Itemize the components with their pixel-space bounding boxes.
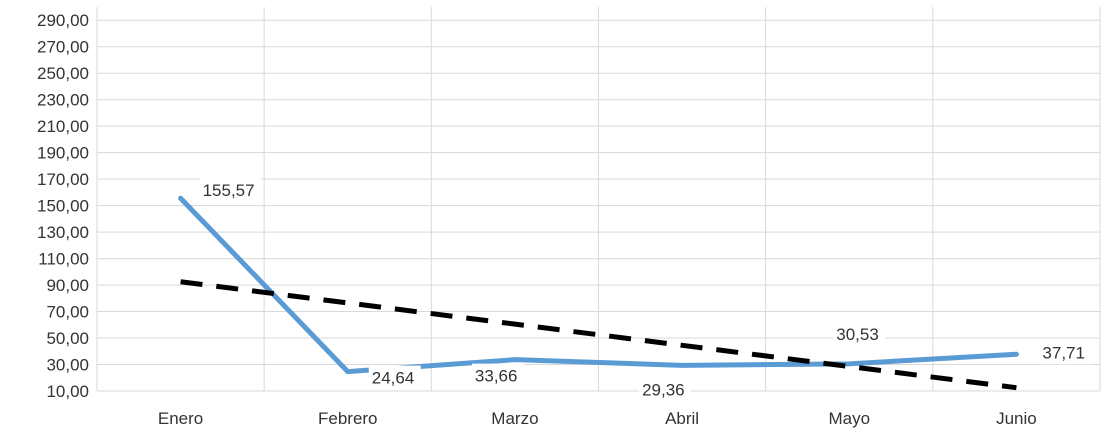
data-label: 24,64 xyxy=(372,369,415,388)
y-tick-label: 230,00 xyxy=(37,91,89,110)
y-tick-label: 110,00 xyxy=(38,250,89,269)
data-label-background xyxy=(471,363,524,388)
x-category-label: Enero xyxy=(158,409,203,428)
data-label: 30,53 xyxy=(836,325,879,344)
y-tick-label: 190,00 xyxy=(37,144,89,163)
y-tick-label: 250,00 xyxy=(37,64,89,83)
x-category-label: Marzo xyxy=(491,409,538,428)
data-label-background xyxy=(833,321,886,346)
x-category-label: Junio xyxy=(996,409,1037,428)
data-label: 33,66 xyxy=(475,367,518,386)
series-layer xyxy=(178,195,1019,391)
gridlines xyxy=(96,7,1101,392)
y-tick-label: 170,00 xyxy=(37,170,89,189)
x-category-label: Febrero xyxy=(318,409,378,428)
data-label: 37,71 xyxy=(1042,343,1085,362)
y-tick-label: 70,00 xyxy=(46,303,89,322)
y-tick-label: 130,00 xyxy=(37,223,89,242)
x-category-label: Abril xyxy=(665,409,699,428)
trendline xyxy=(180,279,1017,391)
y-tick-label: 270,00 xyxy=(37,38,89,57)
data-label: 29,36 xyxy=(642,380,685,399)
data-labels: 155,57 24,64 33,66 29,36 30,53 37,71 xyxy=(199,178,1092,402)
y-tick-label: 290,00 xyxy=(37,11,89,30)
y-tick-label: 210,00 xyxy=(37,117,89,136)
y-axis-ticks: 10,00 30,00 50,00 70,00 90,00 110,00 130,00 150… xyxy=(37,11,89,401)
data-label-background xyxy=(199,178,262,203)
x-category-label: Mayo xyxy=(828,409,870,428)
x-axis-categories: Enero Febrero Marzo Abril Mayo Junio xyxy=(158,409,1037,428)
series-line xyxy=(178,195,1019,375)
data-label: 155,57 xyxy=(203,181,255,200)
y-tick-label: 50,00 xyxy=(46,329,89,348)
y-tick-label: 150,00 xyxy=(37,197,89,216)
y-tick-label: 90,00 xyxy=(46,276,89,295)
y-tick-label: 30,00 xyxy=(46,356,89,375)
data-label-background xyxy=(639,377,692,402)
y-tick-label: 10,00 xyxy=(46,382,89,401)
data-label-background xyxy=(1039,340,1092,365)
data-label-background xyxy=(368,365,421,390)
